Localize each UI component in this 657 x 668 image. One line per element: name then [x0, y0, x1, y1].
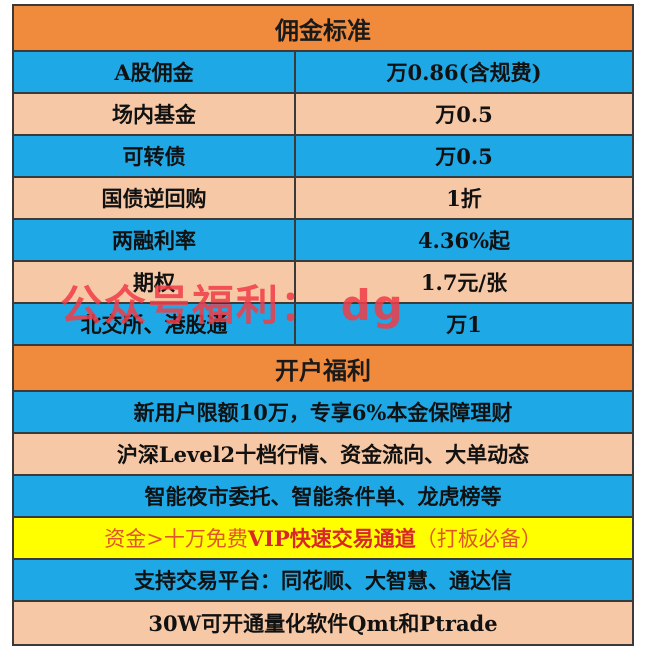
benefit-text: 沪深Level2十档行情、资金流向、大单动态	[116, 442, 530, 467]
row-value: 万1	[446, 312, 482, 337]
benefit-row: 沪深Level2十档行情、资金流向、大单动态	[14, 434, 632, 476]
commission-header-text: 佣金标准	[275, 15, 371, 45]
benefit-highlight: 资金>十万免费 VIP快速交易通道 （打板必备）	[14, 518, 632, 558]
benefits-header-text: 开户福利	[275, 355, 371, 385]
highlight-mid: VIP快速交易通道	[247, 526, 416, 551]
highlight-left: 资金>十万免费	[104, 527, 248, 551]
benefit-row: 30W可开通量化软件Qmt和Ptrade	[14, 602, 632, 644]
table-row: 可转债 万0.5	[14, 136, 632, 178]
row-label: 国债逆回购	[14, 178, 296, 218]
row-value: 4.36%起	[417, 228, 511, 253]
table-row: 期权 1.7元/张	[14, 262, 632, 304]
row-label: 场内基金	[14, 94, 296, 134]
highlight-right: （打板必备）	[415, 527, 542, 551]
table-row: 两融利率 4.36%起	[14, 220, 632, 262]
benefits-header: 开户福利	[14, 346, 632, 392]
benefit-text: 新用户限额10万，专享6%本金保障理财	[133, 400, 513, 425]
benefit-row: 智能夜市委托、智能条件单、龙虎榜等	[14, 476, 632, 518]
commission-header: 佣金标准	[14, 6, 632, 52]
benefit-text: 30W可开通量化软件Qmt和Ptrade	[148, 611, 498, 636]
row-label: 可转债	[14, 136, 296, 176]
row-label: 两融利率	[14, 220, 296, 260]
table-row: 北交所、港股通 万1	[14, 304, 632, 346]
commission-table: 佣金标准 A股佣金 万0.86(含规费) 场内基金 万0.5 可转债 万0.5 …	[12, 4, 634, 646]
table-row: 国债逆回购 1折	[14, 178, 632, 220]
row-value: 1折	[446, 186, 482, 211]
row-value: 1.7元/张	[420, 270, 508, 295]
table-row: 场内基金 万0.5	[14, 94, 632, 136]
benefit-text: 支持交易平台：同花顺、大智慧、通达信	[134, 568, 512, 593]
benefit-text: 智能夜市委托、智能条件单、龙虎榜等	[144, 484, 502, 509]
benefit-row: 支持交易平台：同花顺、大智慧、通达信	[14, 560, 632, 602]
row-label: 北交所、港股通	[14, 304, 296, 344]
row-label: 期权	[14, 262, 296, 302]
benefit-row-highlight: 资金>十万免费 VIP快速交易通道 （打板必备）	[14, 518, 632, 560]
row-value: 万0.5	[435, 102, 493, 127]
row-value: 万0.5	[435, 144, 493, 169]
row-label: A股佣金	[14, 52, 296, 92]
benefit-row: 新用户限额10万，专享6%本金保障理财	[14, 392, 632, 434]
table-row: A股佣金 万0.86(含规费)	[14, 52, 632, 94]
row-value: 万0.86(含规费)	[386, 60, 542, 85]
